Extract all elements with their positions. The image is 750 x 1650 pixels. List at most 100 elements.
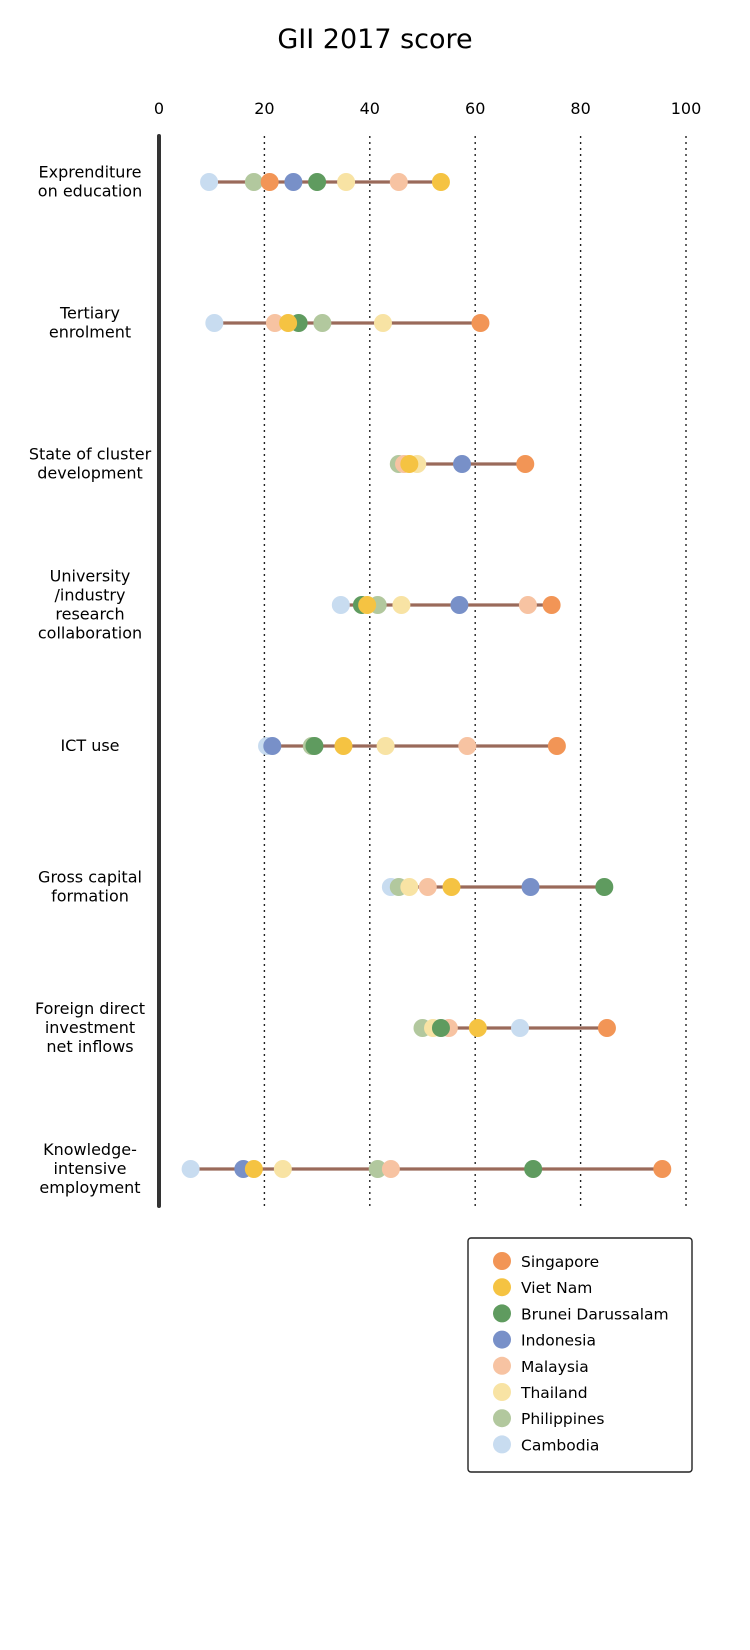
legend-swatch — [493, 1278, 511, 1297]
dot-cambodia — [181, 1160, 200, 1178]
category-label-line: Tertiary — [59, 304, 120, 323]
x-tick-label: 0 — [154, 99, 164, 118]
legend-swatch — [493, 1409, 511, 1428]
category-label-line: Knowledge- — [43, 1140, 137, 1159]
category-label: University/industry research collaboration — [38, 567, 142, 643]
dot-indonesia — [453, 455, 472, 473]
category-label-line: University — [50, 567, 131, 586]
category-label-line: net inflows — [46, 1037, 133, 1056]
dot-singapore — [542, 596, 561, 614]
dot-indonesia — [284, 173, 303, 191]
dot-brunei-darussalam — [305, 737, 324, 755]
legend-swatch — [493, 1252, 511, 1270]
x-tick-label: 20 — [254, 99, 274, 118]
x-tick-label: 100 — [671, 99, 702, 118]
dot-viet-nam — [468, 1019, 487, 1037]
dot-malaysia — [381, 1160, 400, 1178]
dot-brunei-darussalam — [308, 173, 327, 191]
category-label-line: ICT use — [60, 736, 119, 755]
x-tick-label: 60 — [465, 99, 485, 118]
dot-thailand — [392, 596, 411, 614]
legend-swatch — [493, 1435, 511, 1454]
category-label-line: employment — [39, 1178, 140, 1197]
category-label-line: intensive — [54, 1159, 127, 1178]
dot-brunei-darussalam — [524, 1160, 543, 1178]
dot-cambodia — [331, 596, 350, 614]
legend-label: Malaysia — [521, 1358, 589, 1376]
dot-thailand — [376, 737, 395, 755]
legend-label: Cambodia — [521, 1436, 599, 1454]
legend-swatch — [493, 1304, 511, 1323]
dot-thailand — [373, 314, 392, 332]
dot-thailand — [400, 878, 419, 896]
dot-singapore — [597, 1019, 616, 1037]
legend-label: Indonesia — [521, 1332, 596, 1350]
dot-viet-nam — [244, 1160, 263, 1178]
dot-indonesia — [521, 878, 540, 896]
dot-philippines — [368, 1160, 387, 1178]
category-labels: Exprenditure on education Tertiary enrolmen… — [29, 163, 152, 1198]
dot-philippines — [313, 314, 332, 332]
legend-swatch — [493, 1356, 511, 1375]
category-label: Gross capital formation — [38, 868, 142, 906]
category-label-line: research — [55, 605, 124, 624]
dot-cambodia — [205, 314, 224, 332]
dot-viet-nam — [279, 314, 298, 332]
dot-viet-nam — [334, 737, 353, 755]
dot-thailand — [273, 1160, 292, 1178]
category-label: Foreign direct investment net inflows — [35, 999, 145, 1056]
category-label: ICT use — [60, 736, 119, 755]
dot-philippines — [244, 173, 263, 191]
category-label-line: development — [37, 464, 143, 483]
category-label-line: Gross capital — [38, 868, 142, 887]
legend-swatch — [493, 1383, 511, 1401]
dot-viet-nam — [431, 173, 450, 191]
legend-label: Philippines — [521, 1410, 605, 1428]
dot-malaysia — [418, 878, 437, 896]
legend-box — [467, 1237, 693, 1473]
category-label-line: Exprenditure — [38, 163, 141, 182]
category-label-line: investment — [45, 1018, 135, 1037]
dot-viet-nam — [358, 596, 377, 614]
data-points — [181, 173, 672, 1178]
dot-indonesia — [263, 737, 282, 755]
dot-malaysia — [389, 173, 408, 191]
category-label-line: enrolment — [49, 323, 131, 342]
legend-label: Viet Nam — [521, 1279, 592, 1297]
category-label-line: collaboration — [38, 624, 142, 643]
category-label-line: /industry — [55, 586, 126, 605]
chart-title: GII 2017 score — [277, 24, 472, 55]
category-label-line: formation — [51, 887, 129, 906]
dot-malaysia — [458, 737, 477, 755]
legend-swatch — [493, 1330, 511, 1349]
dot-cambodia — [510, 1019, 529, 1037]
dot-indonesia — [450, 596, 469, 614]
category-label-line: Foreign direct — [35, 999, 145, 1018]
x-tick-label: 40 — [360, 99, 380, 118]
dot-viet-nam — [442, 878, 461, 896]
grid-lines — [157, 134, 687, 1208]
category-label: Knowledge-intensive employment — [39, 1140, 140, 1197]
dot-malaysia — [518, 596, 537, 614]
dot-brunei-darussalam — [595, 878, 614, 896]
dot-singapore — [471, 314, 490, 332]
dot-singapore — [547, 737, 566, 755]
dot-singapore — [516, 455, 535, 473]
legend: Singapore Viet Nam Brunei Darussalam Indone… — [467, 1237, 693, 1473]
category-label-line: on education — [38, 182, 142, 201]
dot-viet-nam — [400, 455, 419, 473]
legend-label: Brunei Darussalam — [521, 1305, 669, 1323]
category-label: State of cluster development — [29, 445, 152, 483]
dot-singapore — [653, 1160, 672, 1178]
dot-singapore — [260, 173, 279, 191]
dot-malaysia — [265, 314, 284, 332]
x-tick-label: 80 — [570, 99, 590, 118]
x-tick-labels: 0 20 40 60 80 100 — [154, 99, 701, 118]
legend-label: Singapore — [521, 1253, 599, 1271]
legend-label: Thailand — [520, 1384, 588, 1402]
dot-cambodia — [200, 173, 219, 191]
category-label: Tertiary enrolment — [49, 304, 131, 342]
category-label: Exprenditure on education — [38, 163, 142, 201]
dot-brunei-darussalam — [431, 1019, 450, 1037]
